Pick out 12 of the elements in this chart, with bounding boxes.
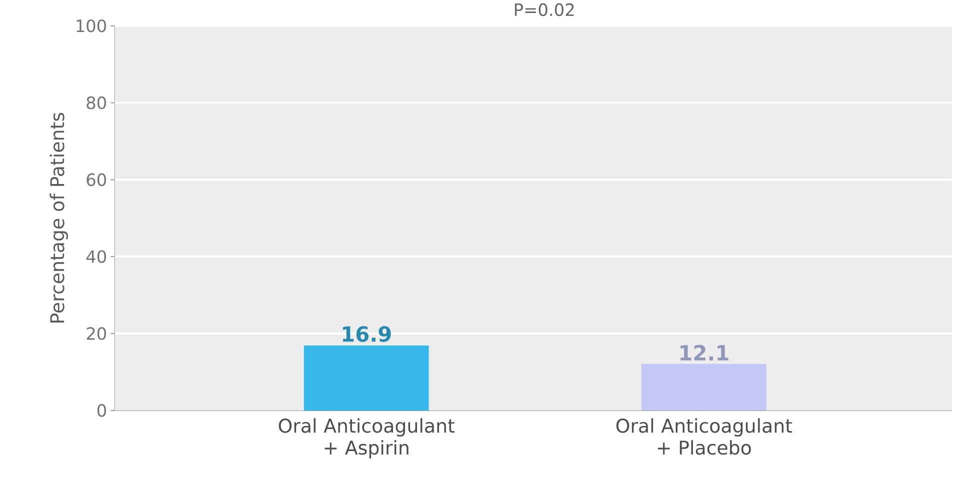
y-tick-label: 20 — [86, 326, 106, 340]
x-tick-label: Oral Anticoagulant + Placebo — [616, 418, 792, 455]
data-label: 12.1 — [680, 344, 728, 360]
y-tick-label: 40 — [86, 250, 106, 263]
y-tick-label: 60 — [86, 173, 106, 186]
y-tick-label: 100 — [76, 19, 106, 32]
y-axis-title: Percentage of Patients — [50, 112, 68, 322]
data-label: 16.9 — [342, 326, 391, 342]
y-tick-label: 0 — [97, 404, 106, 417]
x-tick-label: Oral Anticoagulant + Aspirin — [278, 418, 455, 458]
y-tick-label: 80 — [86, 96, 106, 109]
text: P=0.02 — [514, 3, 574, 16]
